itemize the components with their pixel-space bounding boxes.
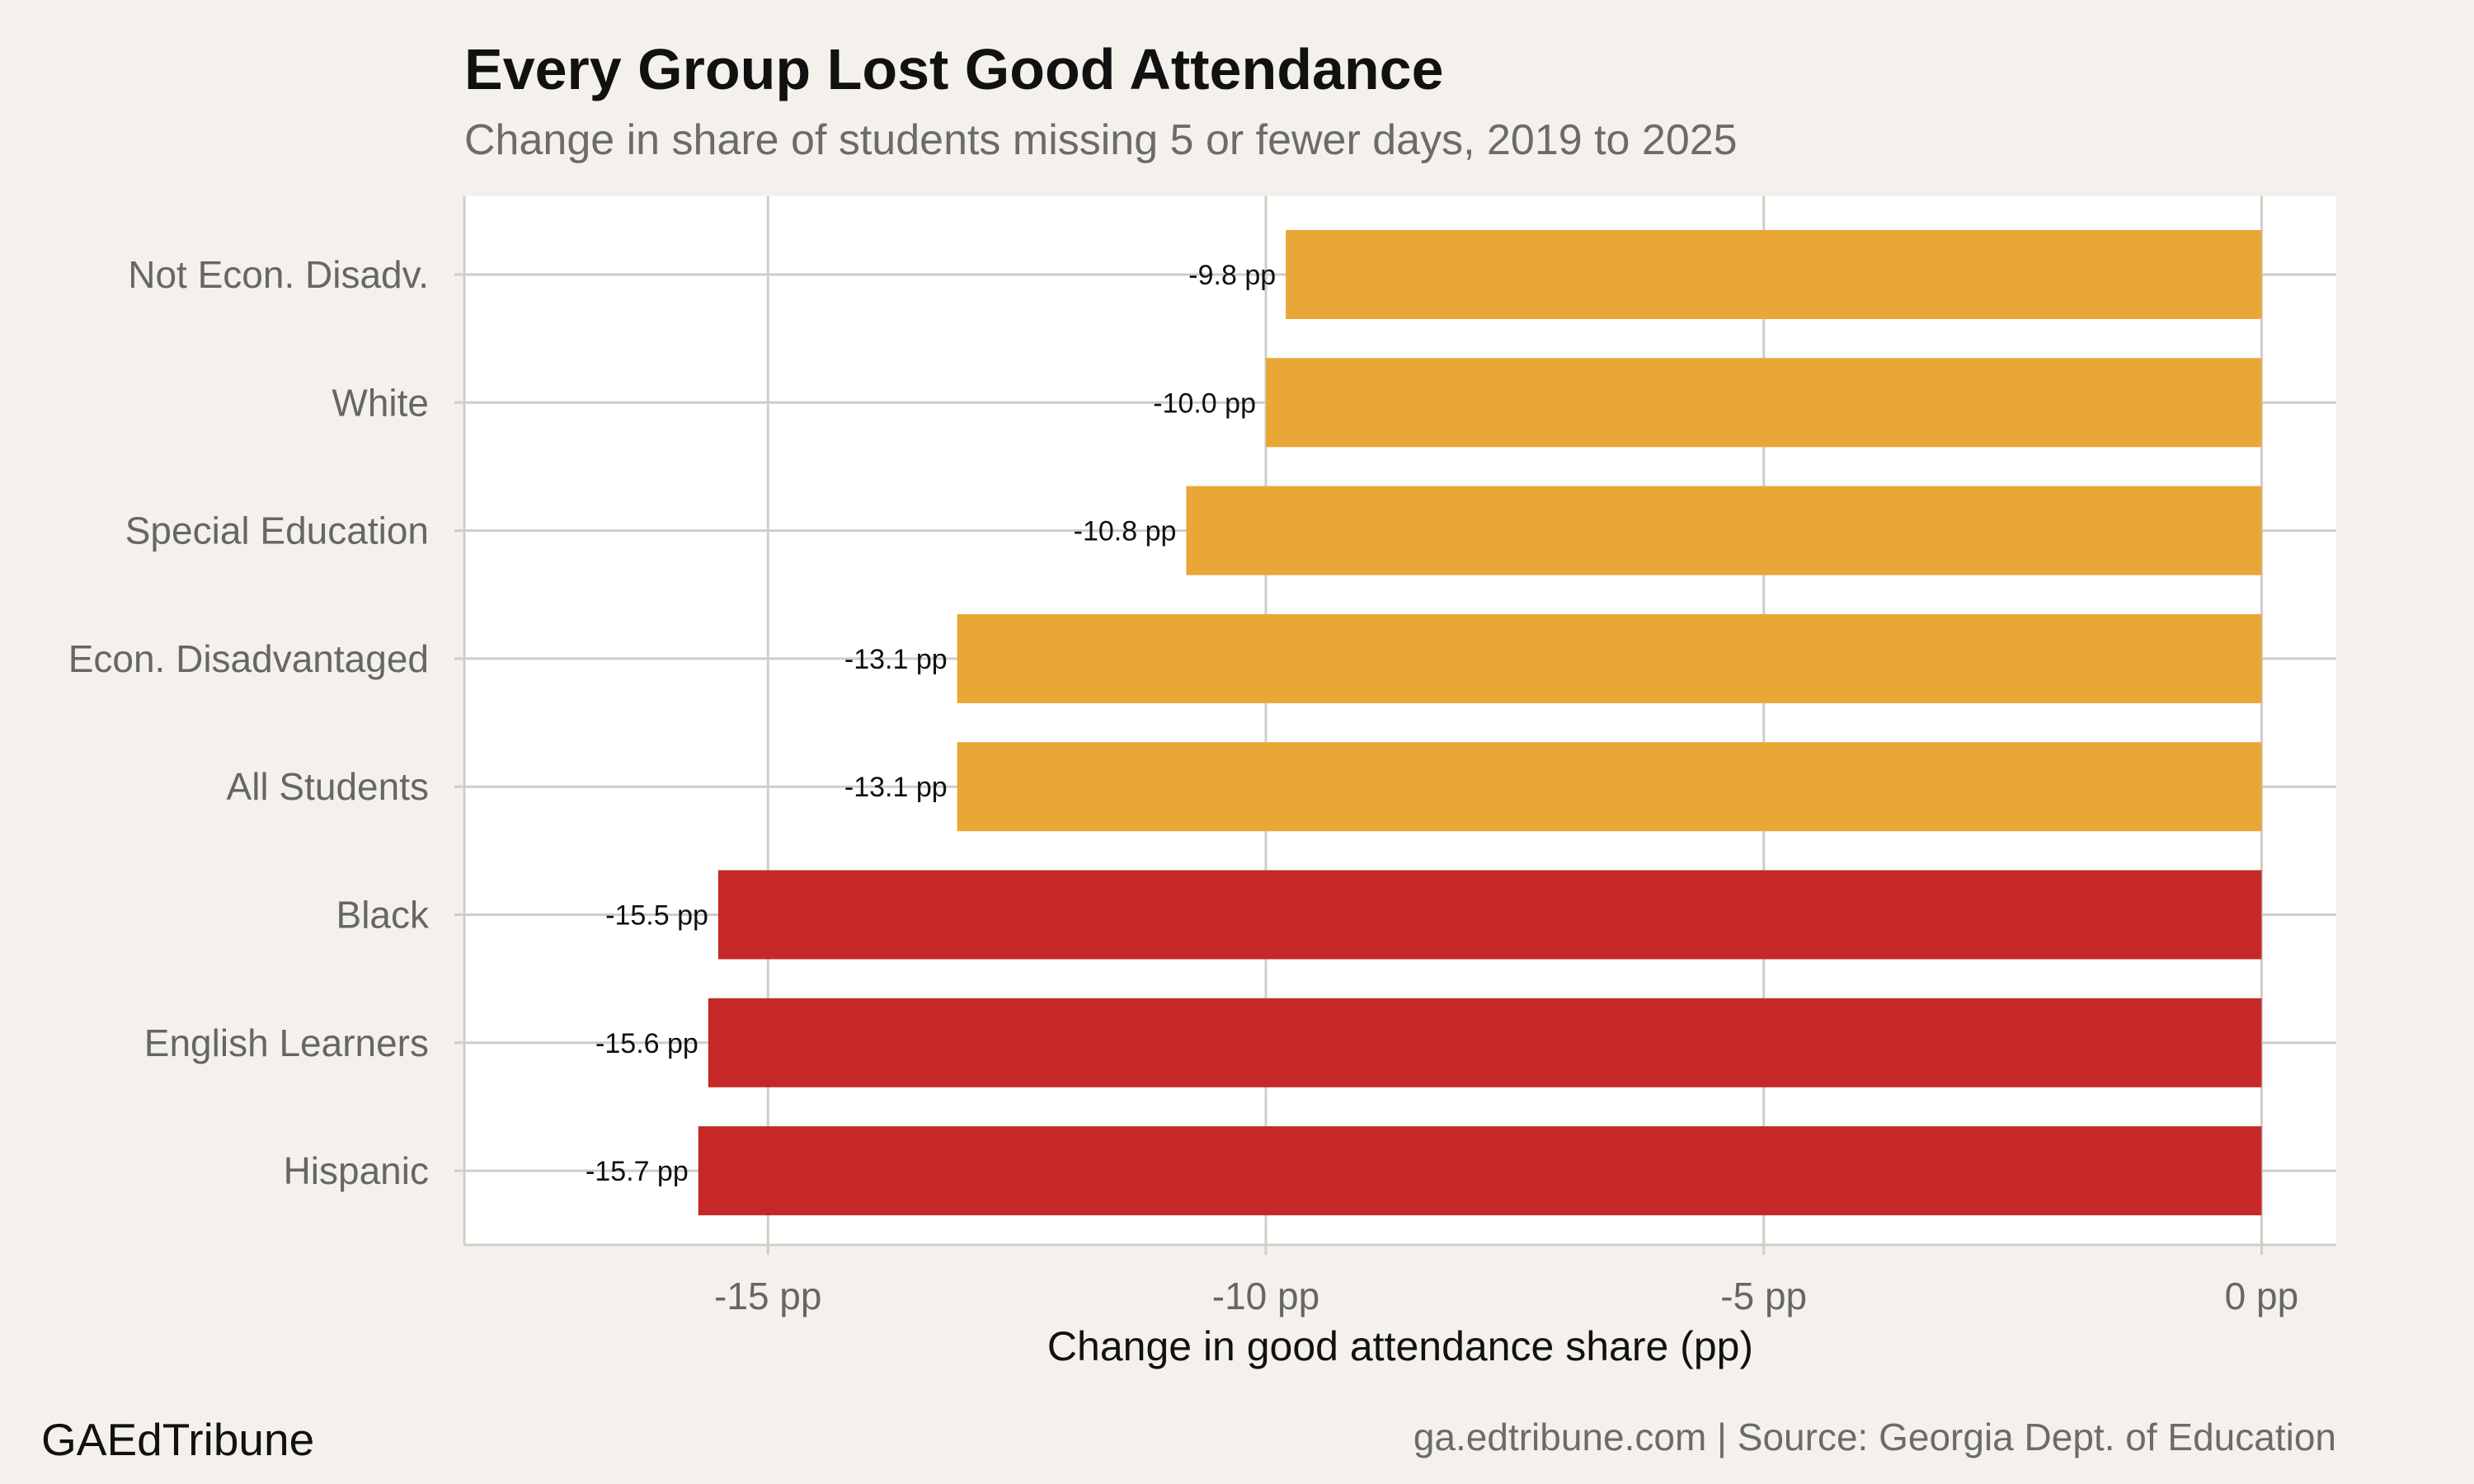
category-label: Special Education [125,510,429,552]
category-label: Not Econ. Disadv. [128,253,429,296]
chart-subtitle: Change in share of students missing 5 or… [464,116,1738,164]
x-axis-ticks: -15 pp -10 pp -5 pp 0 pp [714,1245,2298,1317]
bar-value-label: -10.8 pp [1074,516,1177,547]
x-tick-label: 0 pp [2225,1275,2299,1317]
category-label: All Students [227,765,429,808]
bar-value-label: -15.5 pp [605,900,708,932]
bar-value-label: -9.8 pp [1188,260,1276,291]
x-tick-label: -10 pp [1212,1275,1319,1317]
bar [717,870,2262,960]
bar [1286,230,2262,319]
category-label: English Learners [144,1021,429,1064]
bars [698,230,2262,1216]
source-credit: ga.edtribune.com | Source: Georgia Dept.… [1413,1416,2336,1458]
x-tick-label: -5 pp [1720,1275,1807,1317]
category-labels: Not Econ. Disadv. White Special Education E… [68,253,430,1192]
x-tick-label: -15 pp [714,1275,821,1317]
category-label: White [332,381,429,424]
category-label: Econ. Disadvantaged [68,637,429,680]
bar [708,998,2262,1087]
bar-value-label: -15.6 pp [595,1028,698,1059]
bar [1265,358,2262,448]
bar-value-label: -13.1 pp [844,644,948,675]
chart-title: Every Group Lost Good Attendance [464,37,1444,101]
bar-value-label: -10.0 pp [1153,387,1256,419]
brand-logo-text: GAEdTribune [41,1414,315,1465]
bar [957,613,2262,703]
bar-value-label: -13.1 pp [844,772,948,803]
bar [698,1126,2262,1216]
plot-panel [464,196,2336,1245]
category-label: Hispanic [284,1149,429,1192]
bar [957,742,2262,832]
bar [1186,486,2262,575]
bar-value-label: -15.7 pp [586,1156,689,1187]
data-labels: -9.8 pp -10.0 pp -10.8 pp -13.1 pp -13.1 pp -… [586,260,1276,1187]
x-axis-label: Change in good attendance share (pp) [1047,1323,1753,1369]
category-label: Black [336,894,430,937]
